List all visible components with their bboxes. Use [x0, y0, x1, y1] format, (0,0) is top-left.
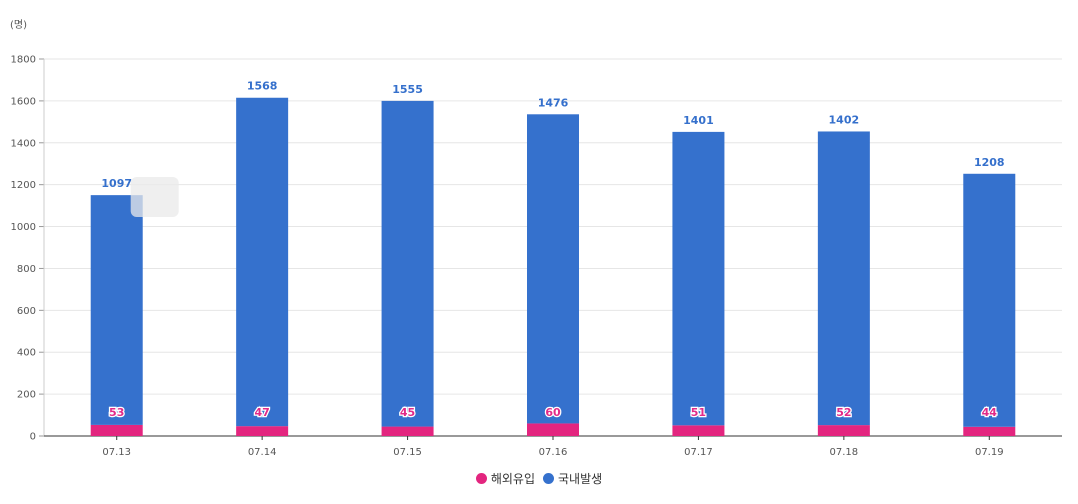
x-tick-label: 07.14	[248, 447, 277, 458]
data-label-domestic: 1555	[392, 83, 423, 96]
x-tick-label: 07.15	[393, 447, 422, 458]
y-tick-label: 1800	[11, 55, 36, 66]
y-tick-label: 1600	[11, 96, 36, 107]
x-tick-label: 07.16	[539, 447, 568, 458]
data-label-domestic: 1097	[101, 177, 132, 190]
data-label-domestic: 1568	[247, 80, 278, 93]
data-label-domestic: 1476	[538, 96, 569, 109]
bar-domestic	[817, 131, 870, 426]
x-tick-label: 07.17	[684, 447, 713, 458]
x-tick-label: 07.19	[975, 447, 1004, 458]
legend-label-import: 해외유입	[490, 472, 535, 486]
y-tick-label: 600	[17, 306, 36, 317]
data-label-domestic: 1401	[683, 114, 714, 127]
x-tick-label: 07.13	[102, 447, 131, 458]
y-tick-label: 1200	[11, 180, 36, 191]
bar-domestic	[963, 173, 1016, 427]
data-label-import: 60	[545, 406, 561, 419]
bar-import	[817, 425, 870, 436]
data-label-import: 47	[254, 406, 269, 419]
bar-import	[672, 425, 725, 436]
bar-import	[90, 424, 143, 436]
legend-marker-import	[475, 473, 487, 484]
legend-label-domestic: 국내발생	[558, 472, 603, 486]
y-tick-label: 1400	[11, 138, 36, 149]
bar-import	[381, 426, 434, 436]
data-label-import: 52	[836, 406, 851, 419]
bar-domestic	[672, 131, 725, 426]
data-label-domestic: 1208	[974, 156, 1005, 169]
data-label-import: 53	[109, 406, 124, 419]
y-axis-unit-label: (명)	[10, 20, 28, 31]
legend-marker-domestic	[543, 473, 554, 484]
hover-tooltip-shadow	[130, 177, 179, 217]
x-tick-label: 07.18	[830, 447, 859, 458]
bar-domestic	[90, 195, 143, 425]
bar-import	[527, 423, 579, 436]
bar-domestic	[527, 114, 579, 424]
data-label-import: 51	[691, 406, 706, 419]
bar-import	[236, 426, 289, 436]
bar-domestic	[236, 97, 289, 427]
legend: 해외유입 국내발생	[0, 470, 1078, 487]
y-tick-label: 200	[17, 390, 36, 401]
y-tick-label: 400	[17, 348, 36, 359]
y-tick-label: 0	[30, 432, 36, 443]
data-label-import: 45	[400, 406, 415, 419]
legend-item-domestic[interactable]: 국내발생	[543, 470, 602, 487]
bar-domestic	[381, 100, 434, 427]
data-label-domestic: 1402	[829, 113, 860, 126]
y-tick-label: 800	[17, 264, 36, 275]
y-tick-label: 1000	[11, 222, 36, 233]
data-label-import: 44	[982, 406, 998, 419]
bar-import	[963, 426, 1016, 436]
legend-item-import[interactable]: 해외유입	[475, 470, 535, 487]
